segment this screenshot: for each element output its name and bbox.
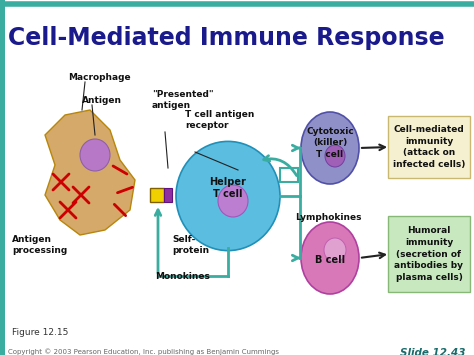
FancyBboxPatch shape (164, 188, 172, 202)
Text: Figure 12.15: Figure 12.15 (12, 328, 68, 337)
Ellipse shape (176, 141, 280, 251)
FancyBboxPatch shape (388, 116, 470, 178)
Ellipse shape (324, 238, 346, 262)
Ellipse shape (301, 222, 359, 294)
Text: Macrophage: Macrophage (68, 73, 131, 82)
FancyBboxPatch shape (150, 188, 164, 202)
Ellipse shape (218, 185, 248, 217)
Text: Antigen
processing: Antigen processing (12, 235, 67, 255)
FancyBboxPatch shape (0, 0, 5, 355)
Text: Self-
protein: Self- protein (172, 235, 209, 255)
Ellipse shape (80, 139, 110, 171)
Text: Cell-Mediated Immune Response: Cell-Mediated Immune Response (8, 26, 445, 50)
Text: Copyright © 2003 Pearson Education, Inc. publishing as Benjamin Cummings: Copyright © 2003 Pearson Education, Inc.… (8, 348, 279, 355)
Text: Slide 12.43: Slide 12.43 (401, 348, 466, 355)
FancyBboxPatch shape (280, 168, 298, 182)
Text: Cytotoxic
(killer)
T cell: Cytotoxic (killer) T cell (306, 127, 354, 159)
Text: Helper
T cell: Helper T cell (210, 177, 246, 199)
Polygon shape (45, 110, 135, 235)
Text: Cell-mediated
immunity
(attack on
infected cells): Cell-mediated immunity (attack on infect… (393, 125, 465, 169)
Text: Monokines: Monokines (155, 272, 210, 281)
Text: B cell: B cell (315, 255, 345, 265)
Text: T cell antigen
receptor: T cell antigen receptor (185, 110, 255, 130)
Text: Antigen: Antigen (82, 96, 122, 105)
Ellipse shape (325, 145, 345, 167)
Text: "Presented"
antigen: "Presented" antigen (152, 90, 214, 110)
FancyBboxPatch shape (388, 216, 470, 292)
Text: Humoral
immunity
(secretion of
antibodies by
plasma cells): Humoral immunity (secretion of antibodie… (394, 226, 464, 282)
Text: Lymphokines: Lymphokines (295, 213, 362, 222)
Ellipse shape (301, 112, 359, 184)
